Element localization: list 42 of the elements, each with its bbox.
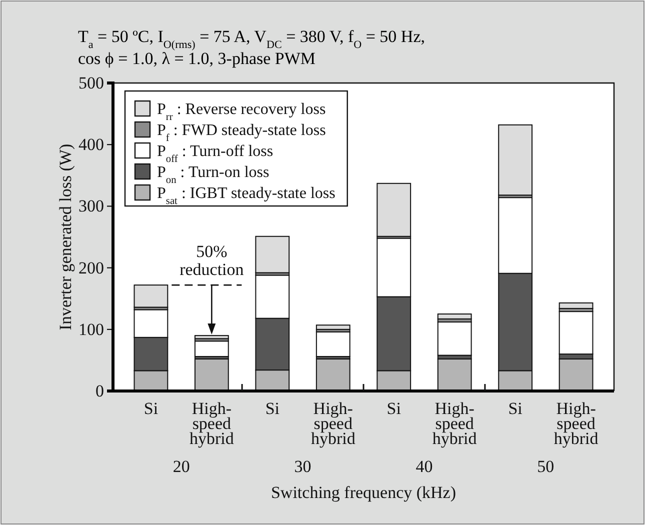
x-tick-label: High-speed hybrid xyxy=(310,399,356,448)
chart-title: T$_{a}$ = 50 ºC, I$_{O(rms)}$ = 75 A, V$_{DC}$ = 380 V, f$_{O}$ = 50 Hz, xyxy=(78,27,426,51)
x-tick-label: High-speed hybrid xyxy=(189,399,234,448)
bar xyxy=(134,284,168,308)
x-tick-label: Si xyxy=(508,399,523,418)
y-axis-title: Inverter generated loss (W) xyxy=(56,144,75,330)
x-tick-label: Si xyxy=(265,399,280,418)
bar xyxy=(316,324,350,330)
text: 40 xyxy=(416,457,433,476)
y-tick-label: 300 xyxy=(78,196,104,216)
bar xyxy=(498,124,533,196)
legend-label: P$_{f}$ : FWD steady-state loss xyxy=(157,122,326,144)
bar xyxy=(255,236,290,274)
text: 50 xyxy=(537,457,554,476)
bar xyxy=(194,335,229,340)
text: 20 xyxy=(172,457,190,476)
annotation: 50% reduction xyxy=(180,242,244,280)
bar xyxy=(437,358,472,392)
bar xyxy=(558,302,594,309)
legend-label: P$_{sat}$ : IGBT steady-state loss xyxy=(157,185,336,206)
bar xyxy=(194,340,229,358)
y-tick-label: 100 xyxy=(78,320,104,339)
y-tick-label: 0 xyxy=(96,381,104,400)
legend-label: P$_{rr}$ : Reverse recovery loss xyxy=(157,101,326,122)
text: 30 xyxy=(294,457,312,476)
y-tick-label: 200 xyxy=(78,258,104,278)
chart-subtitle: cos ϕ = 1.0, λ = 1.0, 3-phase PWM xyxy=(78,49,316,68)
legend-label: P$_{on}$ : Turn-on loss xyxy=(157,164,270,186)
x-tick-label: Si xyxy=(386,399,402,418)
legend-label: P$_{off}$ : Turn-off loss xyxy=(157,143,274,164)
bar xyxy=(316,358,350,392)
bar xyxy=(316,331,350,358)
bar xyxy=(437,314,472,320)
x-tick-label: High-speed hybrid xyxy=(554,399,599,448)
bar xyxy=(194,358,229,392)
bar xyxy=(558,358,594,392)
y-tick-label: 400 xyxy=(78,135,104,154)
x-tick-label: Si xyxy=(144,399,158,418)
bar xyxy=(437,322,472,356)
x-axis-title: Switching frequency (kHz) xyxy=(270,483,456,502)
x-tick-label: High-speed hybrid xyxy=(432,399,478,448)
y-tick-label: 500 xyxy=(78,73,104,92)
